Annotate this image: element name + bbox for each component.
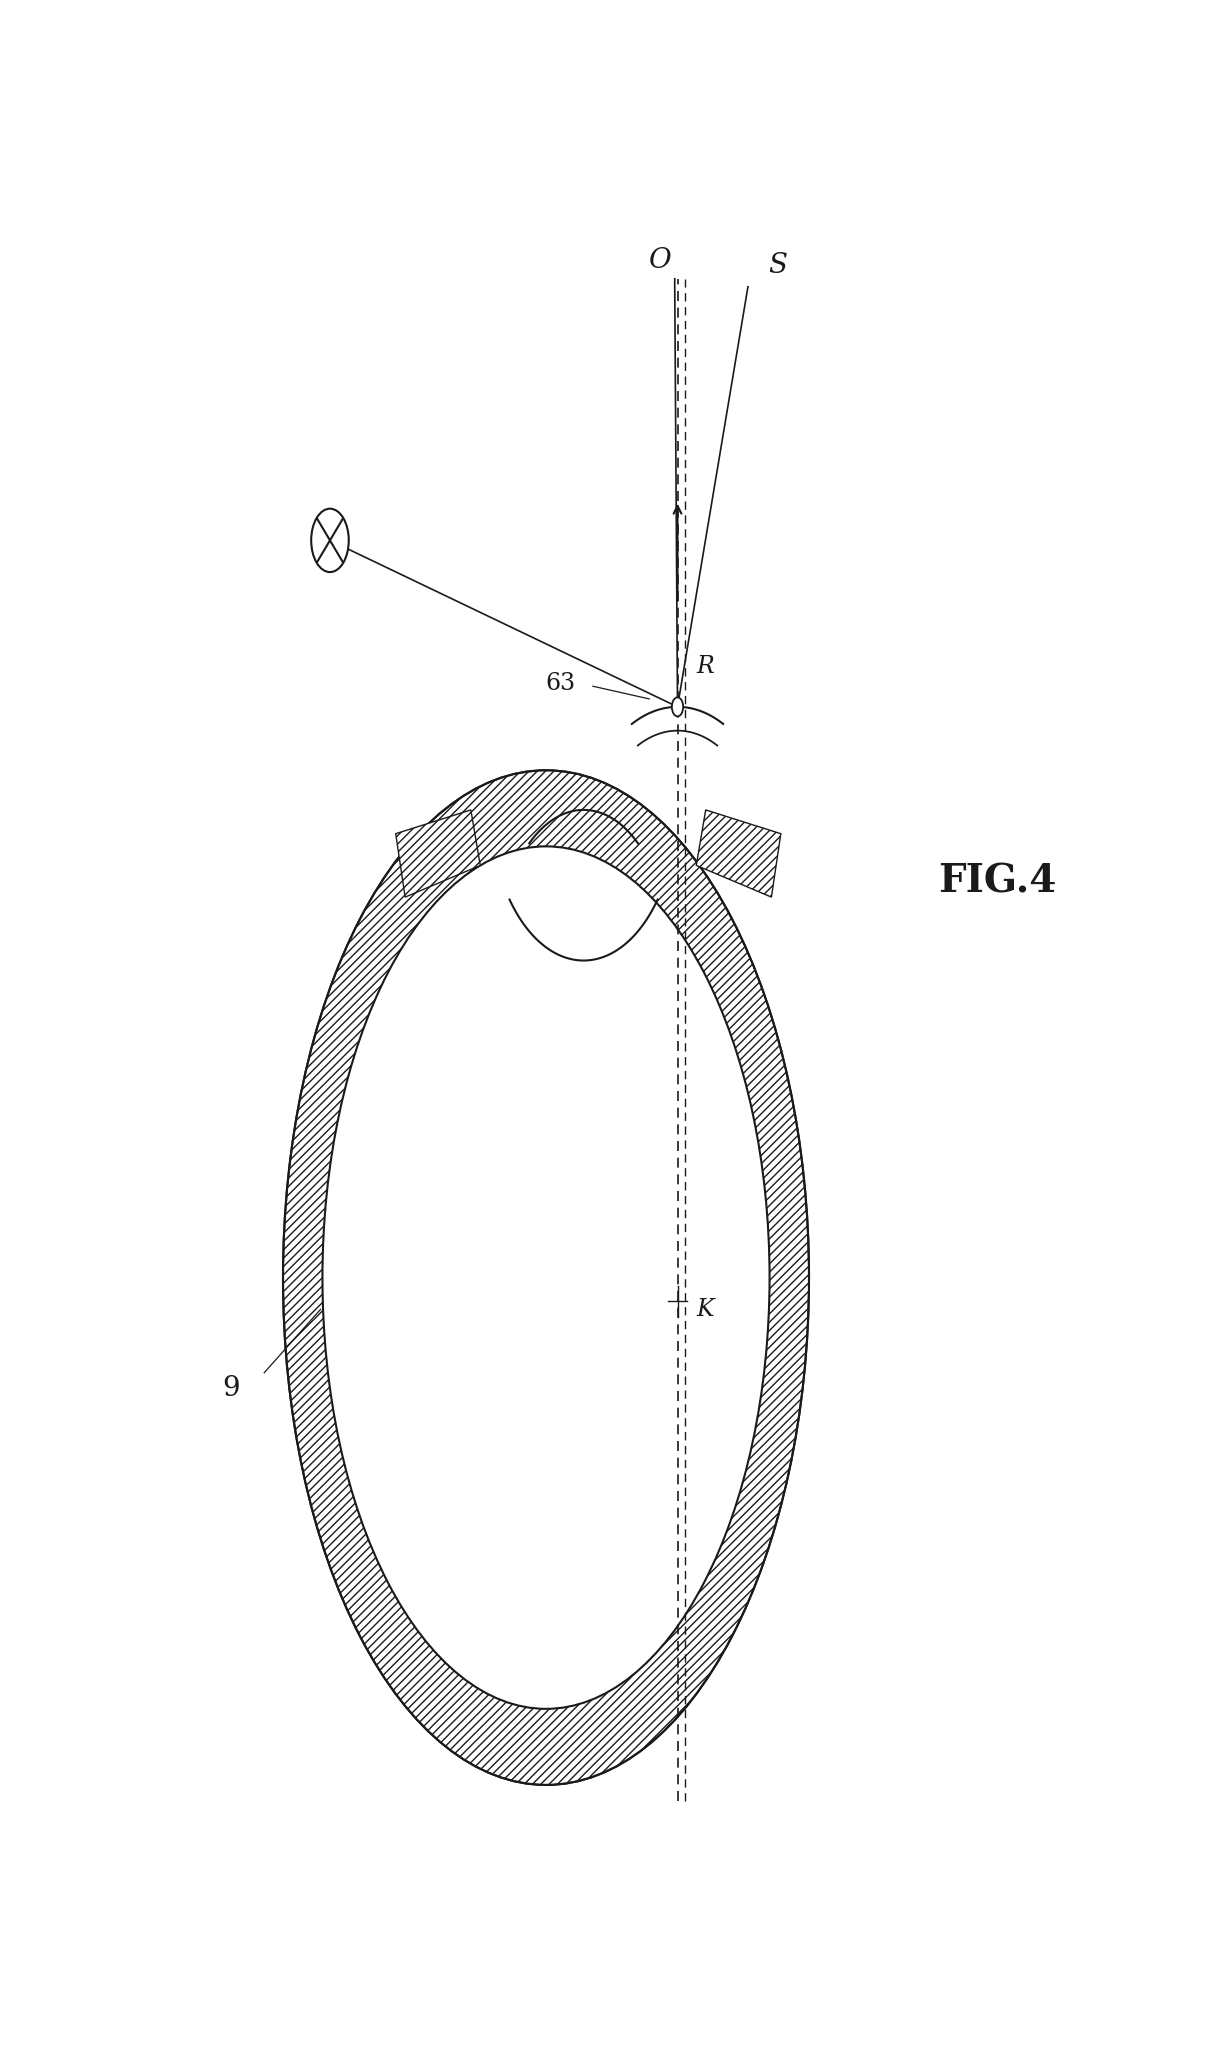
- Text: 63: 63: [545, 671, 576, 694]
- Polygon shape: [696, 809, 781, 898]
- Text: 9: 9: [223, 1375, 240, 1402]
- Text: FIG.4: FIG.4: [938, 863, 1056, 900]
- Circle shape: [671, 698, 684, 717]
- Text: R: R: [697, 655, 714, 677]
- Polygon shape: [395, 809, 480, 898]
- Ellipse shape: [322, 846, 770, 1709]
- Circle shape: [311, 509, 349, 572]
- Text: S: S: [768, 251, 788, 278]
- Text: O: O: [650, 247, 671, 274]
- Text: K: K: [697, 1297, 714, 1320]
